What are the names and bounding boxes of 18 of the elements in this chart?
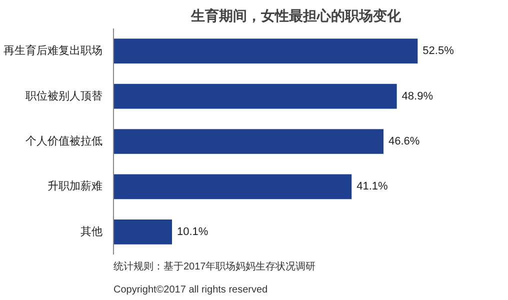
text: Copyright©2017 all rights reserved: [114, 284, 268, 296]
data-label: 46.6%: [388, 136, 420, 148]
y-tick-label: 升职加薪难: [48, 180, 102, 193]
bar: [114, 219, 172, 244]
data-label: 41.1%: [356, 180, 388, 193]
bar: [114, 38, 418, 64]
y-tick-label: 再生育后难复出职场: [4, 44, 102, 58]
bar: [114, 174, 352, 200]
y-tick-label: 个人价值被拉低: [26, 134, 102, 148]
y-tick-label: 职位被别人顶替: [26, 89, 102, 102]
y-tick-label: 其他: [80, 224, 102, 238]
text: 统计规则：基于2017年职场妈妈生存状况调研: [114, 260, 316, 272]
bar: [114, 129, 384, 154]
bar: [114, 84, 397, 109]
data-label: 48.9%: [402, 90, 434, 102]
data-label: 52.5%: [422, 45, 454, 58]
data-label: 10.1%: [177, 226, 208, 238]
chart-title: 生育期间，女性最担心的职场变化: [190, 8, 402, 24]
